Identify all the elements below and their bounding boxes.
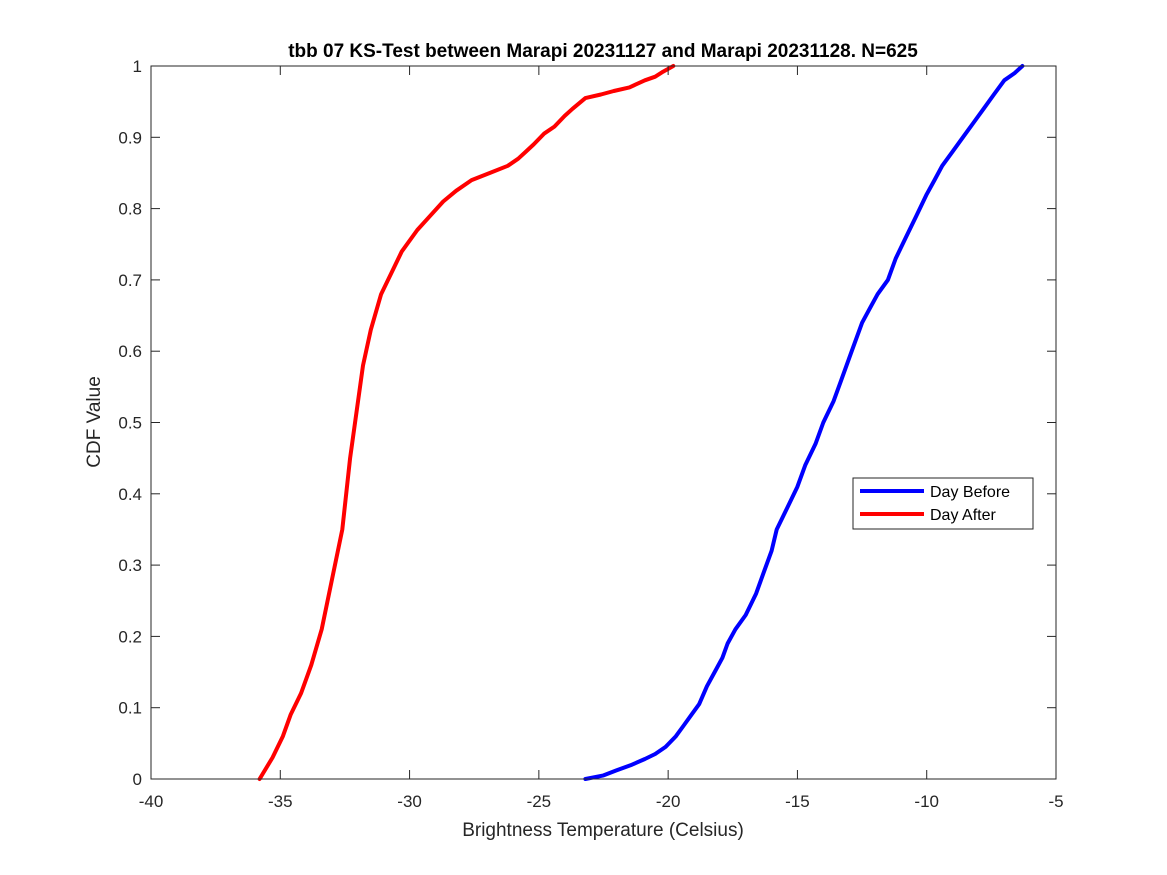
series-line-day-before xyxy=(583,64,1025,781)
legend: Day Before Day After xyxy=(852,477,1034,530)
x-tick-label: -5 xyxy=(1048,792,1063,811)
chart-title: tbb 07 KS-Test between Marapi 20231127 a… xyxy=(288,41,918,62)
y-tick-label: 0.9 xyxy=(118,128,142,147)
x-tick-label: -15 xyxy=(785,792,810,811)
x-tick-label: -10 xyxy=(914,792,939,811)
y-tick-label: 0.8 xyxy=(118,200,142,219)
legend-label-day-after: Day After xyxy=(930,507,996,524)
y-tick-label: 0.5 xyxy=(118,414,142,433)
y-tick-label: 0.4 xyxy=(118,485,142,504)
x-tick-label: -35 xyxy=(268,792,293,811)
y-tick-label: 0.7 xyxy=(118,271,142,290)
series-layer xyxy=(257,64,1025,781)
x-axis-label: Brightness Temperature (Celsius) xyxy=(462,820,744,841)
y-tick-label: 0.3 xyxy=(118,556,142,575)
series-line-day-after xyxy=(257,64,676,781)
y-axis-label: CDF Value xyxy=(84,376,105,468)
y-tick-label: 0 xyxy=(133,770,142,789)
x-tick-label: -20 xyxy=(656,792,681,811)
y-tick-label: 1 xyxy=(133,57,142,76)
legend-box xyxy=(852,477,1034,530)
x-tick-label: -25 xyxy=(527,792,552,811)
y-tick-label: 0.2 xyxy=(118,627,142,646)
tick-layer: -40 -35 -30 -25 -20 -15 -10 -5 0 0.1 0.2 0.3 0.4 0.5 0… xyxy=(118,57,1063,811)
x-tick-label: -30 xyxy=(397,792,422,811)
legend-label-day-before: Day Before xyxy=(930,484,1010,501)
x-tick-label: -40 xyxy=(139,792,164,811)
y-tick-label: 0.1 xyxy=(118,699,142,718)
y-tick-label: 0.6 xyxy=(118,342,142,361)
plot-area xyxy=(151,66,1056,779)
